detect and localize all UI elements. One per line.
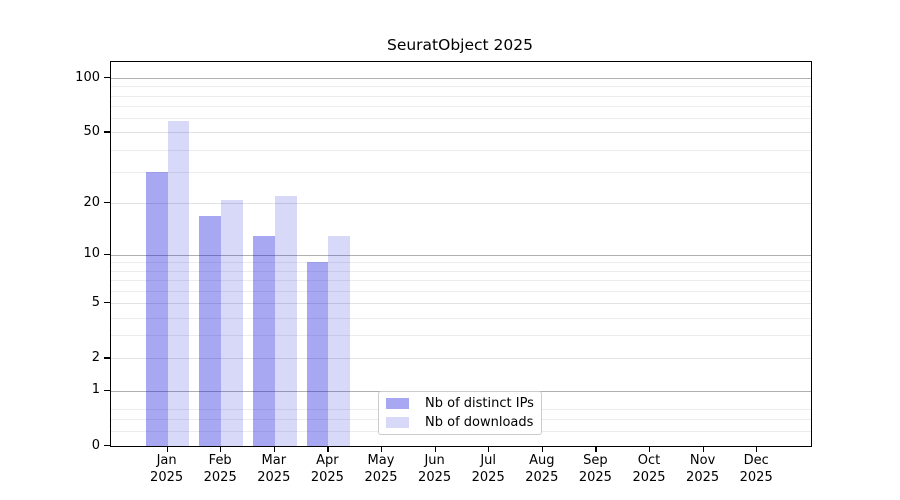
bar-nb-of-distinct-ips-feb <box>199 215 222 446</box>
y-tick-mark-0 <box>104 445 110 447</box>
legend-item-distinct-ips: Nb of distinct IPs <box>379 396 541 412</box>
gridline-y-90 <box>111 86 811 88</box>
x-tick-mark-nov <box>702 446 704 453</box>
x-tick-mark-mar <box>273 446 275 453</box>
y-tick-mark-1 <box>104 389 110 391</box>
gridline-y-6 <box>111 290 811 292</box>
y-tick-label-10: 10 <box>83 246 100 262</box>
y-tick-label-20: 20 <box>83 194 100 210</box>
x-tick-mark-jul <box>488 446 490 453</box>
x-tick-mark-oct <box>649 446 651 453</box>
gridline-y-30 <box>111 172 811 174</box>
x-tick-mark-feb <box>220 446 222 453</box>
x-tick-label-jan: Jan 2025 <box>150 453 184 485</box>
x-tick-label-may: May 2025 <box>364 453 398 485</box>
gridline-y-40 <box>111 149 811 151</box>
y-tick-label-100: 100 <box>75 69 100 85</box>
y-tick-mark-10 <box>104 253 110 255</box>
chart-title: SeuratObject 2025 <box>386 36 533 54</box>
gridline-y-5 <box>111 303 811 305</box>
legend: Nb of distinct IPs Nb of downloads <box>378 391 542 435</box>
x-tick-label-feb: Feb 2025 <box>203 453 237 485</box>
x-tick-label-mar: Mar 2025 <box>257 453 291 485</box>
bar-nb-of-downloads-apr <box>328 235 351 446</box>
x-tick-mark-dec <box>756 446 758 453</box>
gridline-y-80 <box>111 95 811 97</box>
bar-nb-of-downloads-mar <box>274 195 297 446</box>
gridline-y-2 <box>111 358 811 360</box>
y-tick-mark-100 <box>104 77 110 79</box>
legend-label-downloads: Nb of downloads <box>425 414 534 430</box>
x-tick-mark-jun <box>434 446 436 453</box>
x-tick-label-dec: Dec 2025 <box>739 453 773 485</box>
bar-nb-of-downloads-jan <box>167 120 190 446</box>
gridline-y-20 <box>111 203 811 205</box>
bar-nb-of-distinct-ips-jan <box>145 172 168 446</box>
y-tick-mark-2 <box>104 357 110 359</box>
y-tick-label-50: 50 <box>83 123 100 139</box>
gridline-y-3 <box>111 335 811 337</box>
x-tick-mark-apr <box>327 446 329 453</box>
bar-nb-of-distinct-ips-apr <box>306 262 329 446</box>
x-tick-mark-aug <box>541 446 543 453</box>
x-tick-label-sep: Sep 2025 <box>578 453 612 485</box>
gridline-y-70 <box>111 106 811 108</box>
x-tick-label-oct: Oct 2025 <box>632 453 666 485</box>
x-tick-mark-may <box>381 446 383 453</box>
y-tick-label-0: 0 <box>91 437 100 453</box>
y-tick-mark-50 <box>104 131 110 133</box>
legend-swatch-distinct-ips <box>386 398 409 409</box>
plot-area <box>110 61 812 447</box>
bar-nb-of-downloads-feb <box>221 199 243 446</box>
y-tick-mark-20 <box>104 202 110 204</box>
x-tick-mark-sep <box>595 446 597 453</box>
legend-label-distinct-ips: Nb of distinct IPs <box>425 395 534 411</box>
y-tick-label-1: 1 <box>91 382 100 398</box>
legend-item-downloads: Nb of downloads <box>379 415 541 431</box>
bar-nb-of-distinct-ips-mar <box>253 235 275 446</box>
x-tick-label-jul: Jul 2025 <box>471 453 505 485</box>
x-tick-label-jun: Jun 2025 <box>418 453 452 485</box>
x-tick-label-aug: Aug 2025 <box>525 453 559 485</box>
gridline-y-60 <box>111 118 811 120</box>
gridline-y-7 <box>111 280 811 282</box>
gridline-y-10 <box>111 254 811 256</box>
y-tick-label-5: 5 <box>91 294 100 310</box>
gridline-y-8 <box>111 270 811 272</box>
gridline-y-4 <box>111 317 811 319</box>
legend-swatch-downloads <box>386 417 409 428</box>
y-tick-mark-5 <box>104 302 110 304</box>
gridline-y-100 <box>111 78 811 79</box>
x-tick-label-nov: Nov 2025 <box>686 453 720 485</box>
y-tick-label-2: 2 <box>91 349 100 365</box>
x-tick-label-apr: Apr 2025 <box>310 453 344 485</box>
gridline-y-50 <box>111 132 811 134</box>
gridline-y-9 <box>111 262 811 264</box>
x-tick-mark-jan <box>166 446 168 453</box>
